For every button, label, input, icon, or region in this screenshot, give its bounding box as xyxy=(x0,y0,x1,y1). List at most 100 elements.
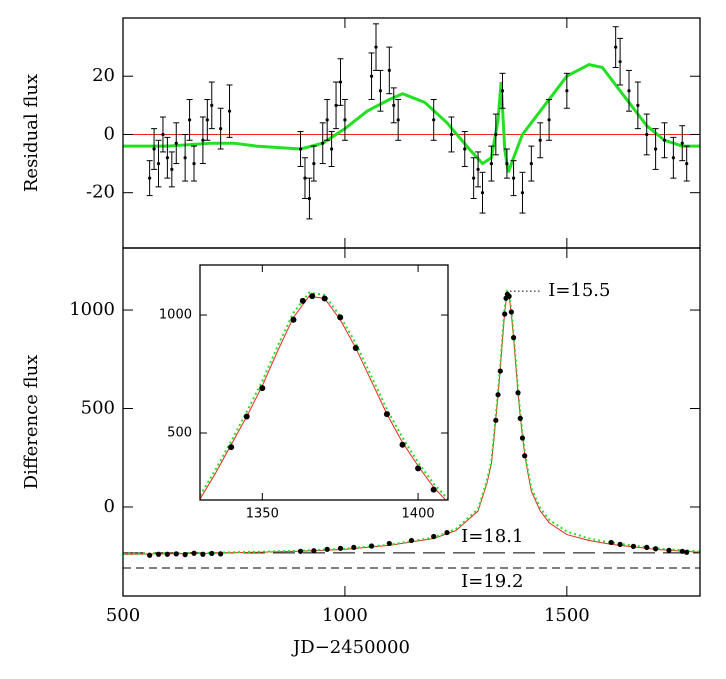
plot-area xyxy=(200,265,448,500)
data-point xyxy=(298,147,303,151)
data-point xyxy=(343,118,347,122)
data-point xyxy=(510,335,517,341)
data-point xyxy=(321,141,325,145)
y-axis-label: Residual flux xyxy=(21,74,42,192)
x-tick-label: 1350 xyxy=(246,507,279,522)
data-point xyxy=(463,147,467,151)
data-point xyxy=(174,141,178,145)
data-point xyxy=(187,118,192,122)
data-point xyxy=(408,537,415,544)
data-point xyxy=(324,546,330,552)
data-point xyxy=(165,156,169,160)
y-tick-label: 500 xyxy=(167,425,192,440)
data-point xyxy=(228,444,235,451)
data-point xyxy=(480,191,485,195)
data-point xyxy=(505,161,509,166)
data-point xyxy=(444,529,450,536)
panel-frame xyxy=(199,264,449,501)
annotation-label: I=15.5 xyxy=(548,280,610,301)
data-point xyxy=(161,132,165,137)
data-point xyxy=(565,89,569,93)
x-tick-label: 1500 xyxy=(544,605,590,626)
data-point xyxy=(219,127,223,131)
data-point xyxy=(636,103,640,107)
data-point xyxy=(155,551,162,557)
data-point xyxy=(502,311,508,317)
y-tick-label: 0 xyxy=(104,496,115,517)
data-point xyxy=(147,552,153,558)
data-point xyxy=(351,544,357,550)
data-point xyxy=(218,551,224,557)
data-point xyxy=(205,118,209,122)
data-point xyxy=(209,550,215,557)
data-point xyxy=(529,161,533,166)
data-point xyxy=(299,297,306,304)
data-point xyxy=(449,132,454,137)
data-point xyxy=(399,441,406,448)
data-point xyxy=(684,549,690,555)
x-tick-label: 500 xyxy=(106,605,140,626)
data-point xyxy=(517,415,523,421)
data-point xyxy=(685,161,689,166)
data-point xyxy=(392,103,396,107)
data-point xyxy=(297,548,304,554)
data-point xyxy=(617,541,623,548)
data-point xyxy=(497,368,503,374)
data-point xyxy=(183,156,187,160)
data-point xyxy=(156,161,161,166)
plot-area xyxy=(123,23,700,220)
y-tick-label: 20 xyxy=(92,65,115,86)
data-point xyxy=(666,547,672,553)
data-point xyxy=(494,132,498,137)
data-point xyxy=(378,89,383,93)
level-label: I=19.2 xyxy=(461,571,523,592)
data-point xyxy=(303,176,307,180)
data-point xyxy=(515,390,521,396)
data-point xyxy=(170,167,174,171)
data-point xyxy=(538,138,542,142)
data-point xyxy=(662,138,667,142)
y-tick-label: 1000 xyxy=(159,308,192,323)
data-point xyxy=(627,89,631,93)
data-point xyxy=(334,103,338,107)
data-point xyxy=(653,546,659,552)
data-point xyxy=(489,161,493,166)
data-point xyxy=(493,417,499,423)
y-tick-label: -20 xyxy=(86,182,115,203)
data-point xyxy=(508,309,514,315)
data-point xyxy=(431,533,437,540)
data-point xyxy=(227,109,232,113)
data-point xyxy=(192,161,196,166)
data-point xyxy=(522,453,528,459)
x-tick-label: 1000 xyxy=(322,605,368,626)
y-tick-label: 0 xyxy=(104,123,115,144)
data-point xyxy=(307,196,312,201)
y-axis-label: Difference flux xyxy=(21,355,42,490)
data-point xyxy=(325,118,329,122)
data-point xyxy=(645,132,649,137)
plot-area xyxy=(123,289,700,569)
data-point xyxy=(368,543,375,549)
data-point xyxy=(309,293,316,300)
data-point xyxy=(352,345,359,352)
data-point xyxy=(243,413,250,420)
data-point xyxy=(654,147,658,151)
data-point xyxy=(476,167,480,171)
data-point xyxy=(386,540,392,547)
data-point xyxy=(630,543,637,549)
data-point xyxy=(182,552,188,558)
data-point xyxy=(387,68,391,73)
data-point xyxy=(337,545,344,551)
model-line xyxy=(123,63,700,173)
data-point xyxy=(311,548,317,554)
data-point xyxy=(338,80,343,84)
data-point xyxy=(608,539,614,546)
data-point xyxy=(520,191,525,195)
data-point xyxy=(506,293,512,299)
data-point xyxy=(200,551,206,557)
data-point xyxy=(259,385,266,392)
x-axis-label: JD−2450000 xyxy=(291,637,410,658)
data-point xyxy=(330,147,334,151)
